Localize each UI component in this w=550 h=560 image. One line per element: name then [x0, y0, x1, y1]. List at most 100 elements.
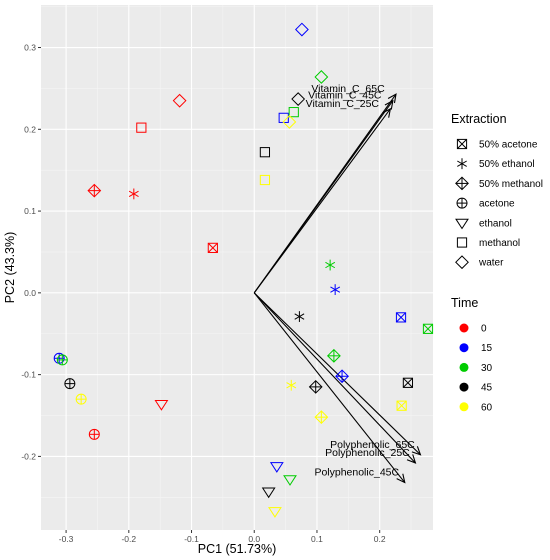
x-axis-ticks: -0.3 -0.2 -0.1 0.0 0.1 0.2	[59, 530, 386, 544]
loading-label: Vitamin_C_25C	[306, 98, 380, 110]
data-point	[308, 379, 323, 394]
legend-extraction-key	[456, 197, 468, 209]
loading-arrow-head	[384, 99, 394, 110]
x-tick-label: -0.1	[184, 534, 199, 544]
legend-time: Time 0 15 30 45 60	[451, 296, 493, 413]
data-point	[294, 311, 305, 322]
data-point	[282, 115, 297, 129]
legend-extraction-label: water	[478, 258, 504, 269]
legend-extraction-key	[456, 237, 468, 248]
legend-time-key	[459, 323, 469, 333]
legend-extraction-label: 50% methanol	[479, 179, 543, 190]
loading-arrow-line	[253, 292, 406, 483]
data-point	[207, 242, 218, 253]
legend-extraction-label: ethanol	[479, 218, 512, 229]
y-tick-label: 0.1	[24, 206, 36, 216]
legend-time-key	[459, 343, 469, 353]
loading-arrow-line	[253, 292, 421, 456]
legend-extraction-label: 50% ethanol	[479, 159, 535, 170]
legend-time-label: 60	[481, 402, 493, 413]
loading-arrow: Polyphenolic_25C	[253, 292, 417, 464]
data-point	[259, 174, 271, 186]
data-point	[330, 284, 341, 295]
data-point	[261, 487, 276, 499]
legend-time-label: 30	[481, 363, 493, 374]
data-point	[325, 259, 336, 271]
data-point	[286, 379, 297, 391]
legend-extraction-key	[455, 255, 469, 270]
data-point	[314, 410, 329, 425]
data-point	[128, 188, 139, 200]
x-tick-label: 0.1	[311, 534, 323, 544]
loading-arrow: Polyphenolic_45C	[253, 292, 406, 484]
grid-major	[41, 5, 433, 530]
loading-arrow-head	[411, 446, 422, 456]
data-point	[335, 369, 349, 384]
data-point	[326, 348, 341, 363]
legend-extraction-key	[456, 138, 468, 150]
loading-arrow-head	[406, 454, 417, 464]
legend-extraction-label: acetone	[479, 199, 515, 210]
x-tick-label: -0.2	[121, 534, 136, 544]
legend-time-key	[459, 382, 469, 392]
loading-arrow-line	[253, 292, 416, 464]
data-point	[87, 183, 102, 198]
legend-time-key	[459, 402, 469, 412]
loading-arrow-head	[396, 473, 406, 484]
data-point	[269, 462, 284, 473]
data-point	[259, 147, 271, 158]
loading-label: Polyphenolic_65C	[330, 439, 415, 451]
legend-extraction-key	[455, 176, 469, 191]
grid-minor	[41, 5, 433, 530]
data-point	[295, 22, 309, 37]
loading-label: Vitamin_C_65C	[311, 83, 385, 95]
legend-extraction-key	[455, 218, 469, 230]
data-point	[283, 475, 297, 486]
data-point	[172, 93, 187, 108]
legend-time-label: 15	[481, 343, 493, 354]
loading-label: Polyphenolic_25C	[325, 447, 410, 459]
data-point	[396, 400, 407, 411]
legend-extraction-label: methanol	[479, 238, 520, 249]
data-point	[422, 323, 434, 334]
data-point	[314, 70, 329, 84]
data-point	[291, 92, 306, 106]
data-points	[53, 22, 434, 518]
loading-label: Polyphenolic_45C	[314, 467, 399, 479]
x-axis-title: PC1 (51.73%)	[198, 542, 277, 556]
legend-extraction: Extraction 50% acetone 50% ethanol 50% meth…	[451, 112, 543, 270]
data-point	[88, 428, 100, 440]
data-point	[402, 377, 414, 388]
data-point	[136, 122, 147, 133]
legend-time-key	[459, 362, 469, 372]
loading-arrow-head	[387, 93, 397, 104]
legend-extraction-key	[457, 158, 467, 170]
y-tick-label: -0.1	[21, 370, 36, 380]
y-tick-label: 0.3	[24, 43, 36, 53]
y-axis-ticks: -0.2 -0.1 0.0 0.1 0.2 0.3	[21, 43, 41, 461]
x-tick-label: -0.3	[59, 534, 74, 544]
y-tick-label: -0.2	[21, 451, 36, 461]
data-point	[395, 312, 407, 323]
y-axis-title: PC2 (43.3%)	[3, 232, 17, 304]
data-point	[75, 393, 87, 405]
x-tick-label: 0.0	[248, 534, 260, 544]
loading-arrow-head	[382, 107, 392, 118]
panel-background	[41, 5, 433, 530]
loading-arrow: Vitamin_C_25C	[253, 98, 392, 294]
loading-arrow: Polyphenolic_65C	[253, 292, 422, 456]
data-point	[268, 507, 282, 518]
legend-extraction-label: 50% acetone	[479, 140, 538, 151]
y-tick-label: 0.0	[24, 288, 36, 298]
x-tick-label: 0.2	[374, 534, 386, 544]
data-point	[288, 107, 299, 118]
y-tick-label: 0.2	[24, 124, 36, 134]
loading-arrow-line	[253, 108, 391, 294]
legend-time-label: 45	[481, 383, 493, 394]
data-point	[56, 354, 68, 366]
legend-time-label: 0	[481, 324, 487, 335]
data-point	[154, 399, 169, 411]
loading-label: Vitamin_C_45C	[308, 90, 382, 102]
